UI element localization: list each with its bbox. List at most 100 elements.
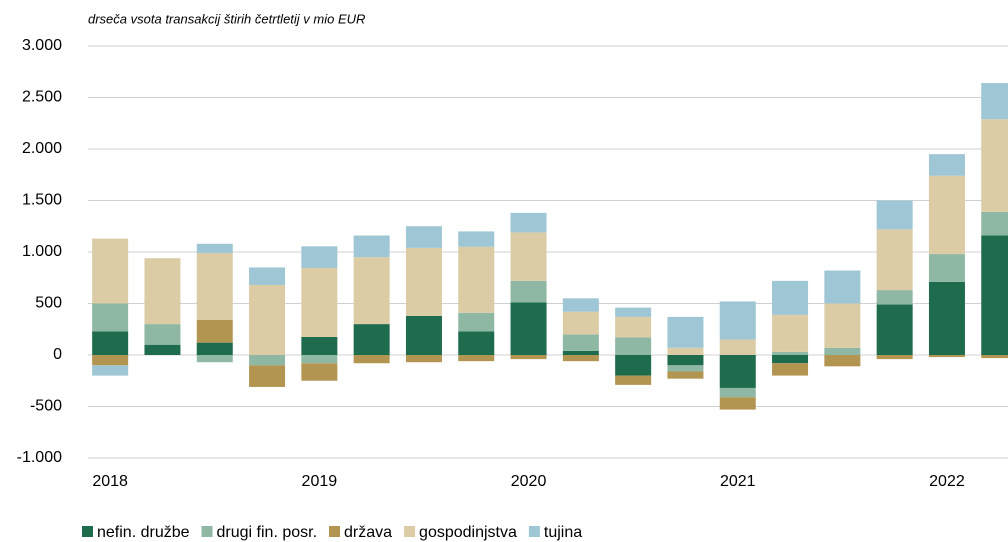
bar-segment <box>144 324 181 345</box>
bar-segment <box>928 254 965 282</box>
bar-segment <box>510 280 547 303</box>
bar-segment <box>981 211 1008 236</box>
legend-label: država <box>344 524 392 541</box>
bar-segment <box>92 238 129 304</box>
bar-segment <box>458 355 495 362</box>
legend-swatch <box>329 526 341 537</box>
bar-segment <box>353 355 390 364</box>
bar-segment <box>981 119 1008 212</box>
bar-segment <box>301 355 338 364</box>
y-tick-label: 0 <box>53 346 62 363</box>
x-tick-label: 2018 <box>92 473 128 490</box>
bar-segment <box>562 311 599 335</box>
bar-segment <box>876 304 913 355</box>
bar-segment <box>667 365 704 372</box>
y-tick-label: 1.500 <box>22 192 62 209</box>
bar-segment <box>196 355 233 363</box>
bar-segment <box>667 347 704 355</box>
bar-segment <box>928 154 965 176</box>
bar-segment <box>144 344 181 355</box>
bar-segment <box>562 355 599 362</box>
bar-segment <box>405 247 442 316</box>
bar-segment <box>249 365 286 387</box>
bar-segment <box>772 314 809 352</box>
bar-segment <box>824 355 861 367</box>
bar-segment <box>928 281 965 355</box>
bar-segment <box>772 363 809 376</box>
bar-segment <box>772 351 809 355</box>
y-tick-label: 2.500 <box>22 89 62 106</box>
x-tick-label: 2019 <box>302 473 338 490</box>
y-tick-label: 2.000 <box>22 140 62 157</box>
bar-segment <box>196 319 233 343</box>
x-tick-label: 2020 <box>511 473 547 490</box>
bar-segment <box>981 83 1008 120</box>
bar-segment <box>719 301 756 340</box>
x-tick-label: 2021 <box>720 473 756 490</box>
bar-segment <box>405 226 442 248</box>
bar-segment <box>824 303 861 348</box>
bar-segment <box>615 355 652 376</box>
bar-segment <box>719 355 756 388</box>
legend-label: tujina <box>544 524 582 541</box>
bar-segment <box>772 355 809 364</box>
bar-segment <box>458 331 495 355</box>
bar-segment <box>928 355 965 358</box>
bar-segment <box>353 235 390 258</box>
bar-segment <box>196 342 233 355</box>
bar-segment <box>249 267 286 285</box>
bar-segment <box>92 355 129 366</box>
bar-segment <box>458 312 495 332</box>
bar-segment <box>92 365 129 376</box>
bar-segment <box>510 232 547 281</box>
bar-segment <box>510 212 547 233</box>
bar-segment <box>196 253 233 320</box>
bar-segment <box>301 363 338 381</box>
chart-subtitle: drseča vsota transakcij štirih četrtleti… <box>88 11 365 26</box>
bar-segment <box>981 235 1008 355</box>
bar-segment <box>667 355 704 366</box>
bar-segment <box>615 337 652 355</box>
bar-segment <box>667 316 704 348</box>
legend-label: drugi fin. posr. <box>217 524 318 541</box>
bar-segment <box>615 375 652 385</box>
bar-segment <box>301 246 338 268</box>
bar-segment <box>510 355 547 360</box>
bar-segment <box>249 355 286 366</box>
bar-segment <box>719 387 756 398</box>
bar-segment <box>144 258 181 325</box>
y-tick-label: 3.000 <box>22 37 62 54</box>
bar-segment <box>92 331 129 355</box>
bar-segment <box>824 347 861 355</box>
bar-segment <box>92 303 129 332</box>
bar-segment <box>458 231 495 247</box>
bar-segment <box>928 175 965 255</box>
bar-segment <box>353 257 390 325</box>
bar-segment <box>458 246 495 313</box>
bar-segment <box>719 339 756 355</box>
bar-segment <box>719 397 756 410</box>
y-tick-label: 500 <box>35 295 62 312</box>
legend-swatch <box>528 526 540 537</box>
bar-segment <box>301 267 338 337</box>
bar-segment <box>301 336 338 355</box>
legend-label: nefin. družbe <box>97 524 190 541</box>
bar-segment <box>405 315 442 355</box>
bar-segment <box>876 200 913 230</box>
bar-segment <box>562 350 599 355</box>
bar-segment <box>249 284 286 355</box>
legend-swatch <box>201 526 213 537</box>
bar-segment <box>615 316 652 338</box>
bar-segment <box>510 302 547 355</box>
legend-label: gospodinjstva <box>419 524 517 541</box>
bar-segment <box>824 270 861 304</box>
legend-swatch <box>82 526 93 537</box>
bar-segment <box>562 298 599 312</box>
y-tick-label: 1.000 <box>22 243 62 260</box>
bar-segment <box>876 290 913 305</box>
bar-segment <box>405 355 442 363</box>
bar-segment <box>981 355 1008 359</box>
bar-segment <box>353 324 390 355</box>
bar-segment <box>562 334 599 351</box>
